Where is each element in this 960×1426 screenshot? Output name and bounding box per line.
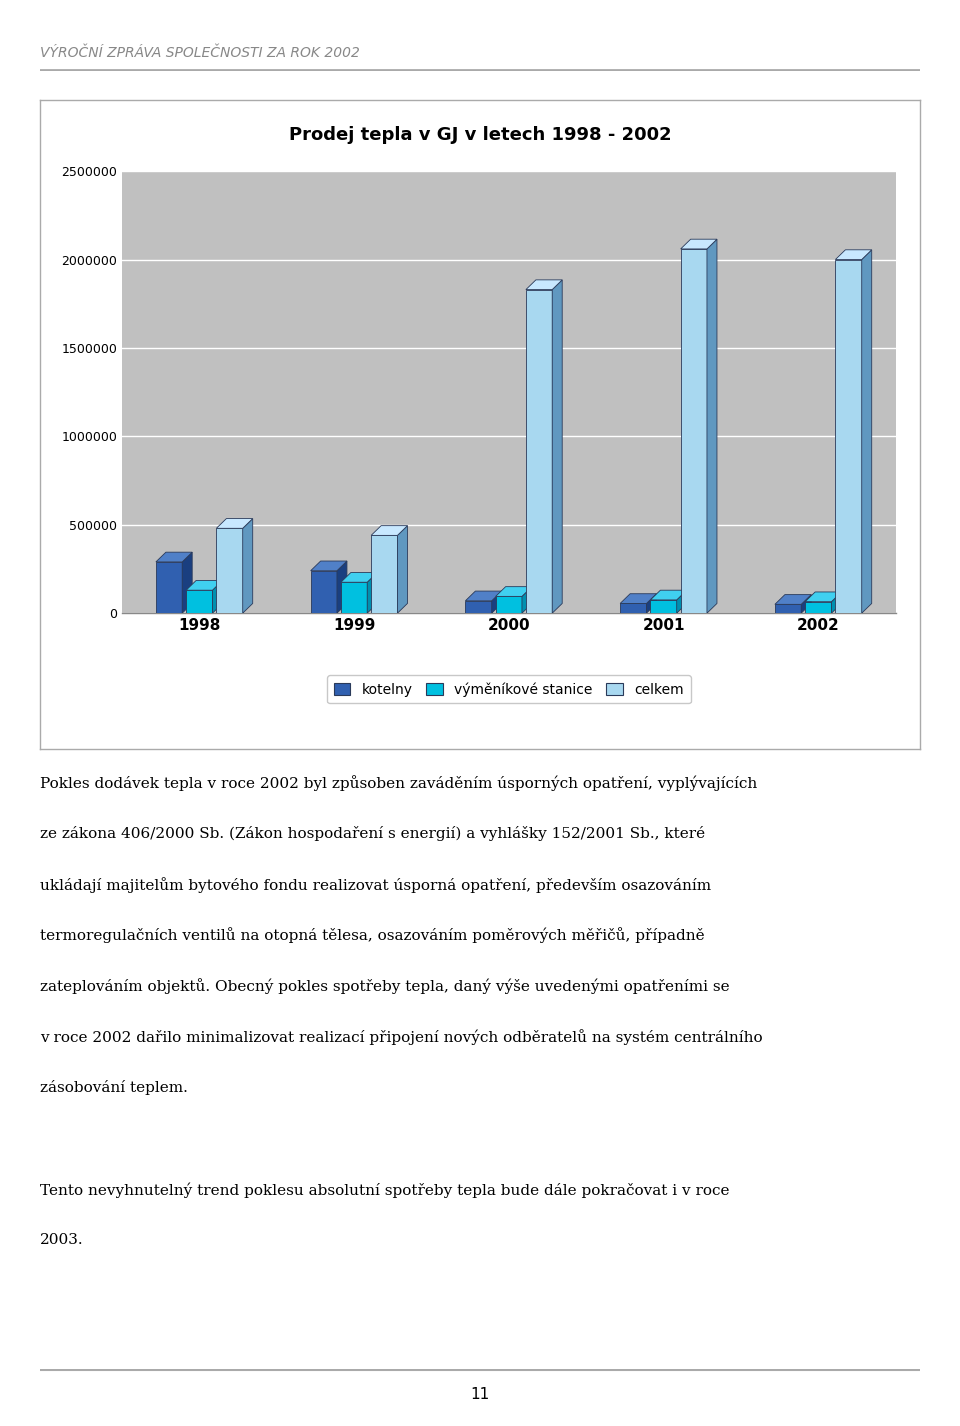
Text: ukládají majitelům bytového fondu realizovat úsporná opatření, především osazová: ukládají majitelům bytového fondu realiz… (40, 877, 711, 893)
Bar (835, 260, 862, 613)
Bar (466, 600, 492, 613)
Text: Tento nevyhnutelný trend poklesu absolutní spotřeby tepla bude dále pokračovat i: Tento nevyhnutelný trend poklesu absolut… (40, 1182, 730, 1198)
Text: termoregulačních ventilů na otopná tělesa, osazováním poměrových měřičů, případn: termoregulačních ventilů na otopná těles… (40, 927, 705, 944)
Bar (650, 600, 677, 613)
Polygon shape (182, 552, 192, 613)
Polygon shape (522, 586, 532, 613)
Bar (372, 535, 397, 613)
Polygon shape (243, 519, 252, 613)
Polygon shape (835, 250, 872, 260)
Text: v roce 2002 dařilo minimalizovat realizací připojení nových odběratelů na systém: v roce 2002 dařilo minimalizovat realiza… (40, 1030, 763, 1045)
Text: Prodej tepla v GJ v letech 1998 - 2002: Prodej tepla v GJ v letech 1998 - 2002 (289, 127, 671, 144)
Polygon shape (368, 572, 377, 613)
Polygon shape (646, 593, 657, 613)
Polygon shape (466, 590, 502, 600)
Text: Pokles dodávek tepla v roce 2002 byl způsoben zaváděním úsporných opatření, vypl: Pokles dodávek tepla v roce 2002 byl způ… (40, 774, 757, 791)
Bar (681, 250, 707, 613)
Polygon shape (526, 279, 563, 289)
Polygon shape (212, 580, 223, 613)
Polygon shape (677, 590, 686, 613)
Bar (186, 590, 212, 613)
Polygon shape (216, 519, 252, 528)
Bar (805, 602, 831, 613)
Text: 11: 11 (470, 1387, 490, 1402)
Polygon shape (805, 592, 842, 602)
Bar (156, 562, 182, 613)
Text: ze zákona 406/2000 Sb. (Zákon hospodaření s energií) a vyhlášky 152/2001 Sb., kt: ze zákona 406/2000 Sb. (Zákon hospodařen… (40, 826, 706, 841)
Polygon shape (681, 240, 717, 250)
Legend: kotelny, výměníkové stanice, celkem: kotelny, výměníkové stanice, celkem (326, 674, 691, 703)
Bar (495, 596, 522, 613)
Text: zásobování teplem.: zásobování teplem. (40, 1081, 188, 1095)
Bar (311, 570, 337, 613)
Polygon shape (156, 552, 192, 562)
Polygon shape (341, 572, 377, 582)
Polygon shape (707, 240, 717, 613)
Polygon shape (492, 590, 502, 613)
Polygon shape (650, 590, 686, 600)
Text: VÝROČNÍ ZPRÁVA SPOLEČNOSTI ZA ROK 2002: VÝROČNÍ ZPRÁVA SPOLEČNOSTI ZA ROK 2002 (40, 46, 360, 60)
Polygon shape (397, 526, 407, 613)
Bar (341, 582, 368, 613)
Polygon shape (337, 560, 347, 613)
Polygon shape (775, 595, 811, 605)
Text: zateplováním objektů. Obecný pokles spotřeby tepla, daný výše uvedenými opatření: zateplováním objektů. Obecný pokles spot… (40, 978, 730, 994)
Bar (620, 603, 646, 613)
Polygon shape (802, 595, 811, 613)
Polygon shape (495, 586, 532, 596)
Text: 2003.: 2003. (40, 1233, 84, 1248)
Polygon shape (186, 580, 223, 590)
Polygon shape (311, 560, 347, 570)
Polygon shape (372, 526, 407, 535)
Bar (216, 528, 243, 613)
Polygon shape (831, 592, 842, 613)
Polygon shape (552, 279, 563, 613)
Polygon shape (620, 593, 657, 603)
Polygon shape (862, 250, 872, 613)
Bar (775, 605, 802, 613)
Bar (526, 289, 552, 613)
